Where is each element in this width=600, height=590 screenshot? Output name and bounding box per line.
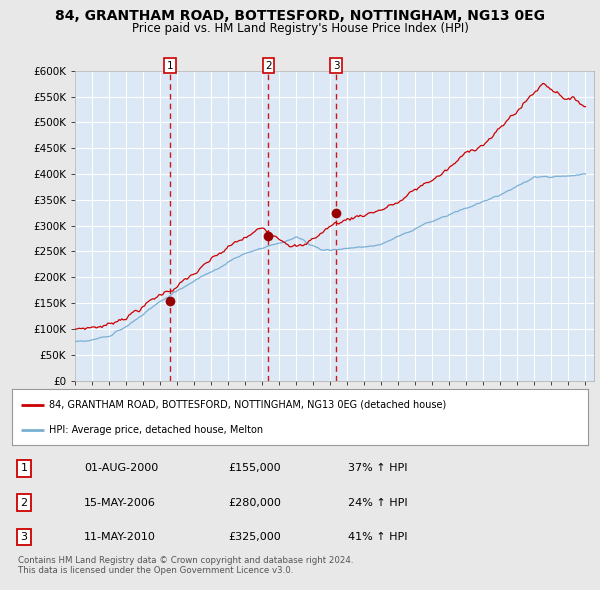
Text: 41% ↑ HPI: 41% ↑ HPI	[348, 532, 407, 542]
Text: £325,000: £325,000	[228, 532, 281, 542]
Text: 15-MAY-2006: 15-MAY-2006	[84, 498, 156, 507]
Text: 3: 3	[333, 61, 340, 71]
Text: 84, GRANTHAM ROAD, BOTTESFORD, NOTTINGHAM, NG13 0EG: 84, GRANTHAM ROAD, BOTTESFORD, NOTTINGHA…	[55, 9, 545, 24]
Text: 84, GRANTHAM ROAD, BOTTESFORD, NOTTINGHAM, NG13 0EG (detached house): 84, GRANTHAM ROAD, BOTTESFORD, NOTTINGHA…	[49, 399, 446, 409]
Text: 1: 1	[167, 61, 173, 71]
Text: £155,000: £155,000	[228, 464, 281, 473]
Text: 3: 3	[20, 532, 28, 542]
Text: Price paid vs. HM Land Registry's House Price Index (HPI): Price paid vs. HM Land Registry's House …	[131, 22, 469, 35]
Text: 37% ↑ HPI: 37% ↑ HPI	[348, 464, 407, 473]
Text: 01-AUG-2000: 01-AUG-2000	[84, 464, 158, 473]
Text: 11-MAY-2010: 11-MAY-2010	[84, 532, 156, 542]
Text: Contains HM Land Registry data © Crown copyright and database right 2024.
This d: Contains HM Land Registry data © Crown c…	[18, 556, 353, 575]
Text: 2: 2	[20, 498, 28, 507]
Text: £280,000: £280,000	[228, 498, 281, 507]
Text: 1: 1	[20, 464, 28, 473]
Text: 2: 2	[265, 61, 272, 71]
Text: 24% ↑ HPI: 24% ↑ HPI	[348, 498, 407, 507]
Text: HPI: Average price, detached house, Melton: HPI: Average price, detached house, Melt…	[49, 425, 263, 435]
